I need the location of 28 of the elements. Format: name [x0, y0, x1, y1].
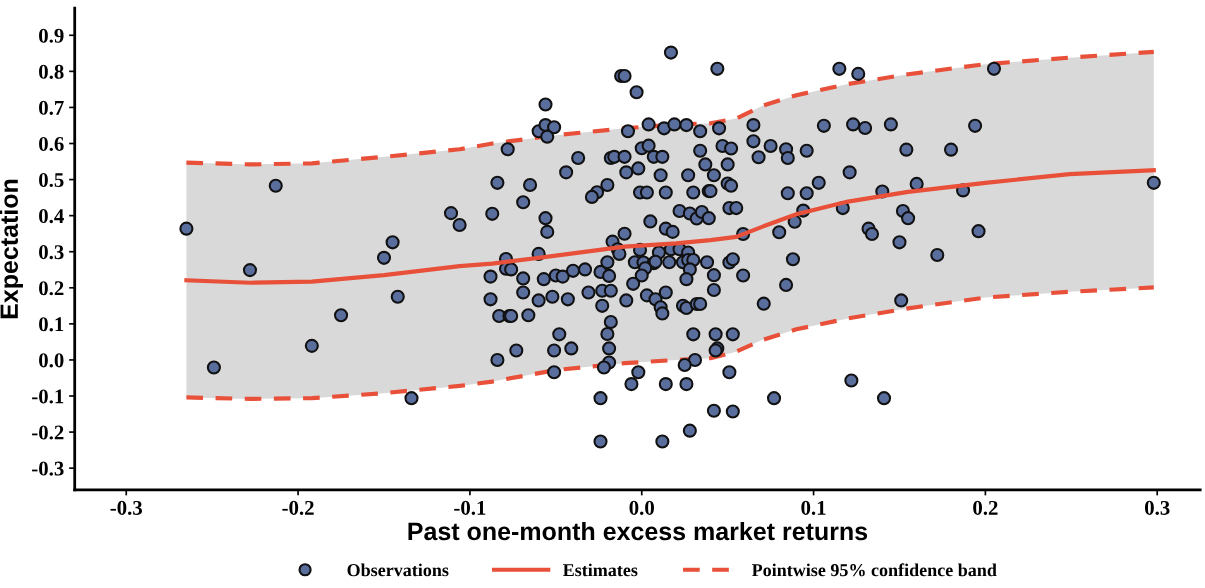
- y-tick-label: 0.0: [39, 353, 64, 368]
- y-tick-label: 0.4: [39, 209, 64, 224]
- y-axis-title: Expectation: [0, 179, 23, 319]
- x-tick-label: 0.0: [629, 500, 654, 515]
- line-series: [184, 49, 1156, 167]
- y-tick-label: -0.2: [32, 425, 64, 440]
- legend-label: Estimates: [562, 563, 638, 577]
- y-tick-label: 0.2: [39, 281, 64, 296]
- x-tick-label: 0.3: [1145, 500, 1170, 515]
- x-tick-label: -0.2: [282, 500, 314, 515]
- legend-label: Observations: [347, 563, 449, 577]
- y-tick-label: 0.8: [39, 64, 64, 79]
- y-tick-label: 0.9: [39, 28, 64, 43]
- y-tick-label: 0.6: [39, 136, 64, 152]
- line-series: [184, 285, 1156, 401]
- x-tick-label: 0.1: [801, 500, 826, 515]
- x-axis-title: Past one-month excess market returns: [408, 521, 868, 541]
- y-tick-label: 0.5: [39, 172, 64, 188]
- y-tick-label: 0.1: [39, 317, 64, 332]
- line-series: [184, 168, 1156, 285]
- x-tick-label: 0.2: [973, 500, 998, 515]
- x-tick-label: -0.1: [454, 500, 486, 515]
- y-tick-label: -0.1: [32, 389, 64, 404]
- x-tick-label: -0.3: [110, 500, 143, 515]
- legend-label: Pointwise 95% confidence band: [751, 563, 997, 577]
- y-tick-label: -0.3: [32, 461, 64, 476]
- y-tick-label: 0.7: [39, 100, 64, 115]
- y-tick-label: 0.3: [39, 245, 64, 260]
